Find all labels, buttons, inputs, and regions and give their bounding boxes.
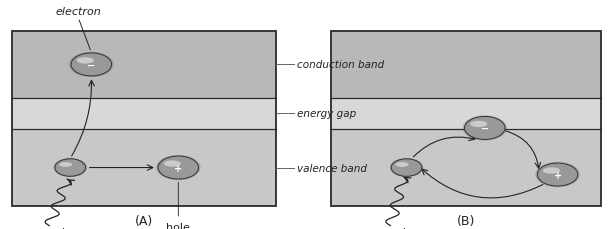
Bar	[331, 32, 601, 98]
Ellipse shape	[59, 162, 72, 167]
Text: +: +	[554, 170, 562, 180]
Text: (B): (B)	[457, 214, 475, 227]
Ellipse shape	[395, 162, 408, 167]
Ellipse shape	[71, 54, 112, 76]
Text: hole: hole	[166, 222, 190, 229]
Text: hv: hv	[60, 227, 74, 229]
Bar	[12, 32, 276, 206]
Text: conduction band: conduction band	[297, 60, 384, 70]
Ellipse shape	[465, 117, 505, 140]
Text: +: +	[174, 163, 183, 173]
Ellipse shape	[164, 161, 181, 167]
Text: −: −	[87, 60, 96, 70]
Text: electron: electron	[55, 7, 101, 17]
Bar	[331, 32, 601, 206]
Ellipse shape	[69, 52, 113, 78]
Ellipse shape	[53, 158, 87, 177]
Bar	[331, 98, 601, 130]
Text: −: −	[481, 123, 489, 133]
Text: hv: hv	[402, 227, 415, 229]
Ellipse shape	[543, 168, 560, 174]
Ellipse shape	[391, 159, 422, 177]
Ellipse shape	[470, 121, 487, 128]
Bar	[12, 32, 276, 206]
Ellipse shape	[538, 163, 578, 186]
Ellipse shape	[158, 156, 199, 179]
Ellipse shape	[156, 155, 200, 180]
Ellipse shape	[55, 159, 86, 177]
Text: valence band: valence band	[297, 163, 367, 173]
Ellipse shape	[390, 158, 424, 177]
Text: energy gap: energy gap	[297, 109, 357, 119]
Ellipse shape	[77, 58, 94, 64]
Bar	[331, 32, 601, 206]
Bar	[12, 32, 276, 98]
Ellipse shape	[462, 116, 507, 141]
Bar	[12, 98, 276, 130]
Text: (A): (A)	[135, 214, 153, 227]
Ellipse shape	[535, 162, 580, 187]
